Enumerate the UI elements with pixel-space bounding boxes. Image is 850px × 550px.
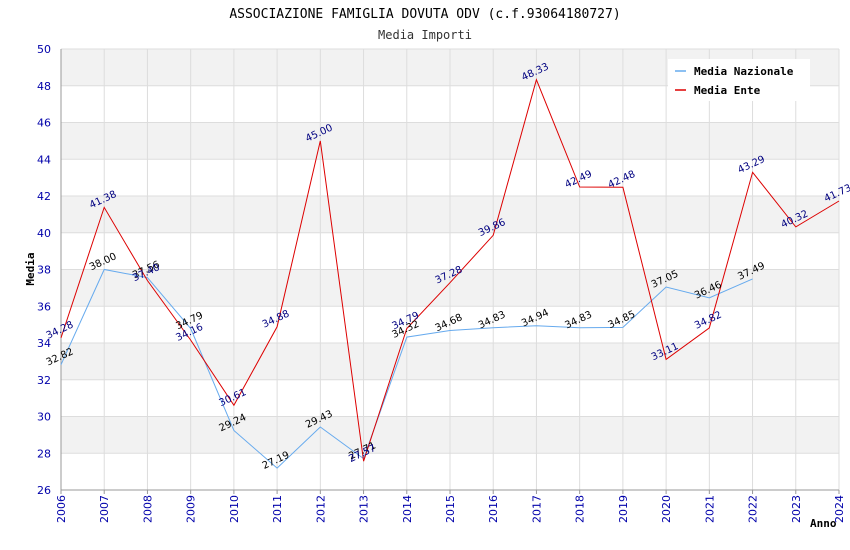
y-tick-label: 44 xyxy=(37,153,51,166)
x-tick-label: 2022 xyxy=(747,495,760,523)
legend-entry: Media Ente xyxy=(694,84,761,97)
y-tick-label: 48 xyxy=(37,80,51,93)
x-tick-label: 2013 xyxy=(358,495,371,523)
y-tick-label: 50 xyxy=(37,43,51,56)
x-tick-label: 2019 xyxy=(617,495,630,523)
series-line-media-nazionale xyxy=(60,268,753,469)
x-tick-label: 2009 xyxy=(185,495,198,523)
y-tick-labels: 26 28 30 32 34 36 38 40 42 44 46 48 50 xyxy=(37,43,51,497)
x-tick-label: 2006 xyxy=(55,495,68,523)
y-tick-label: 42 xyxy=(37,190,51,203)
x-tick-label: 2012 xyxy=(314,495,327,523)
x-tick-label: 2023 xyxy=(790,495,803,523)
x-tick-label: 2010 xyxy=(228,495,241,523)
y-tick-label: 28 xyxy=(37,447,51,460)
x-tick-label: 2014 xyxy=(401,495,414,523)
chart-subtitle: Media Importi xyxy=(378,28,472,42)
chart-title: ASSOCIAZIONE FAMIGLIA DOVUTA ODV (c.f.93… xyxy=(229,7,620,22)
x-tick-label: 2018 xyxy=(574,495,587,523)
x-tick-label: 2024 xyxy=(833,495,846,523)
y-tick-label: 26 xyxy=(37,484,51,497)
x-tick-label: 2015 xyxy=(444,495,457,523)
x-tick-label: 2016 xyxy=(487,495,500,523)
x-axis-label: Anno xyxy=(810,517,837,530)
legend: Media Nazionale Media Ente xyxy=(668,59,810,101)
y-axis-label: Media xyxy=(24,252,37,285)
y-tick-label: 38 xyxy=(37,264,51,277)
legend-entry: Media Nazionale xyxy=(694,65,794,78)
x-tick-label: 2020 xyxy=(660,495,673,523)
y-tick-label: 36 xyxy=(37,300,51,313)
x-tick-label: 2017 xyxy=(530,495,543,523)
series-line-media-ente xyxy=(60,78,840,462)
series-lines xyxy=(60,78,840,469)
y-tick-label: 46 xyxy=(37,117,51,130)
x-tick-label: 2021 xyxy=(703,495,716,523)
y-tick-label: 32 xyxy=(37,374,51,387)
axes xyxy=(60,49,840,494)
y-tick-label: 40 xyxy=(37,227,51,240)
x-tick-labels: 2006 2007 2008 2009 2010 2011 2012 2013 2014 2015… xyxy=(55,495,846,523)
legend-box xyxy=(668,59,810,101)
x-tick-label: 2007 xyxy=(98,495,111,523)
x-tick-label: 2008 xyxy=(141,495,154,523)
y-tick-label: 30 xyxy=(37,411,51,424)
x-tick-label: 2011 xyxy=(271,495,284,523)
y-tick-label: 34 xyxy=(37,337,51,350)
